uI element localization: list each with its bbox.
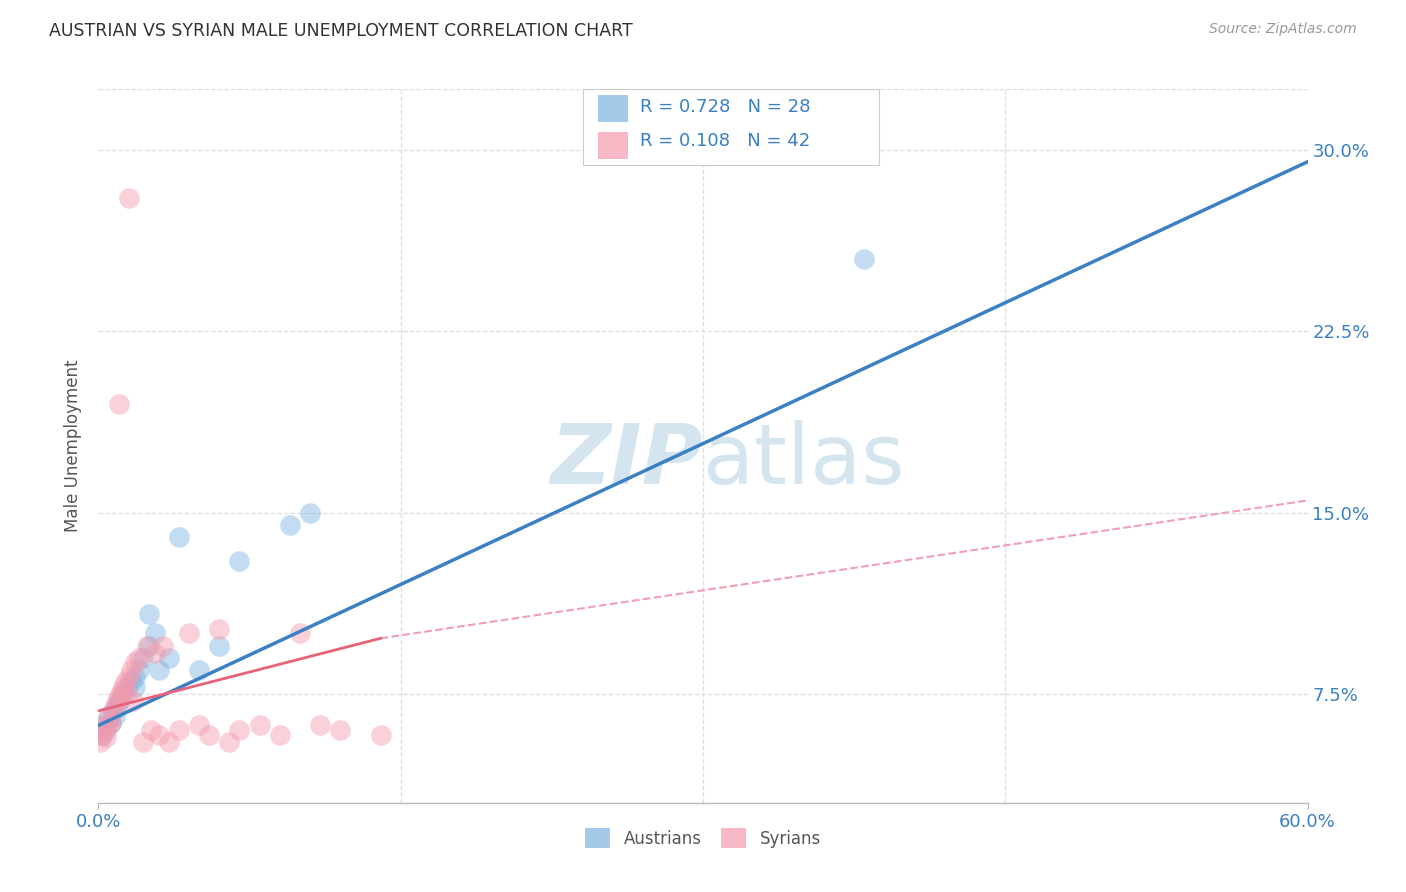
Point [208,639,231,653]
Y-axis label: Male Unemployment: Male Unemployment [65,359,83,533]
Point [89,735,111,749]
Point [128,663,150,677]
Point [111,687,134,701]
Point [110,684,132,698]
Text: atlas: atlas [703,420,904,500]
Point [208,622,231,636]
Point [93,718,115,732]
Point [278,517,301,532]
Point [118,191,141,205]
Point [299,506,322,520]
Point [115,680,138,694]
Point [96,723,118,738]
Point [198,728,221,742]
Legend: Austrians, Syrians: Austrians, Syrians [578,822,828,855]
Point [143,646,166,660]
Point [101,704,124,718]
Point [167,530,190,544]
Point [228,554,250,568]
Point [329,723,352,738]
Point [124,656,146,670]
Point [114,674,136,689]
Point [91,728,114,742]
Point [269,728,291,742]
Point [157,650,180,665]
Point [93,723,115,738]
Text: ZIP: ZIP [550,420,703,500]
Point [157,735,180,749]
Point [118,670,141,684]
Point [128,650,150,665]
Point [120,663,142,677]
Point [309,718,332,732]
Point [139,723,162,738]
Point [97,711,120,725]
Text: R = 0.108   N = 42: R = 0.108 N = 42 [640,132,810,150]
Point [188,663,211,677]
Point [97,711,120,725]
Point [121,694,143,708]
Point [100,716,122,731]
Point [228,723,250,738]
Point [179,626,201,640]
Point [124,680,146,694]
Point [115,687,138,701]
Point [107,694,129,708]
Text: R = 0.728   N = 28: R = 0.728 N = 28 [640,98,810,116]
Point [152,639,174,653]
Point [120,674,142,689]
Point [135,639,157,653]
Point [218,735,240,749]
Point [124,670,146,684]
Point [103,708,125,723]
Point [107,690,129,704]
Point [111,680,134,694]
Point [91,728,114,742]
Point [188,718,211,732]
Point [370,728,392,742]
Point [288,626,311,640]
Point [103,699,125,714]
Point [100,716,122,731]
Point [853,252,876,266]
Point [138,607,160,621]
Point [107,397,129,411]
Point [105,699,128,714]
Point [132,735,155,749]
Point [148,663,170,677]
Point [167,723,190,738]
Text: AUSTRIAN VS SYRIAN MALE UNEMPLOYMENT CORRELATION CHART: AUSTRIAN VS SYRIAN MALE UNEMPLOYMENT COR… [49,22,633,40]
Point [97,718,120,732]
Point [138,639,160,653]
Point [143,626,166,640]
Point [96,731,118,745]
Point [101,704,124,718]
Point [105,694,128,708]
Point [148,728,170,742]
Point [249,718,271,732]
Text: Source: ZipAtlas.com: Source: ZipAtlas.com [1209,22,1357,37]
Point [132,650,155,665]
